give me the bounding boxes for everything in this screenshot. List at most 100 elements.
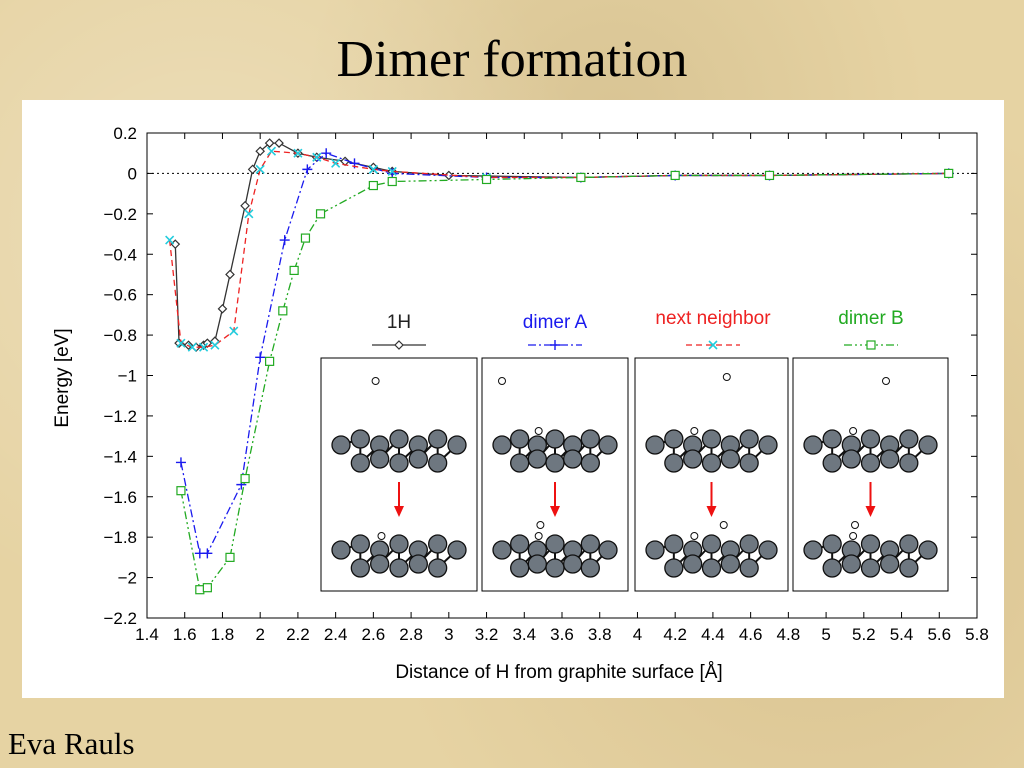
carbon-atom — [408, 449, 428, 469]
x-tick-label: 5.4 — [890, 625, 914, 644]
point-next-neighbor — [331, 158, 341, 168]
point-dimer-b — [176, 486, 186, 496]
carbon-atom — [822, 558, 842, 578]
point-legend-dimer-b — [866, 340, 876, 350]
arrow-head — [706, 506, 717, 517]
point-dimer-b — [387, 176, 397, 187]
surface-h-atom — [690, 427, 699, 435]
carbon-atom — [447, 435, 467, 455]
carbon-atom — [580, 558, 600, 578]
structure-insets — [320, 357, 949, 592]
carbon-atom — [841, 449, 861, 469]
y-tick-label: −0.6 — [103, 286, 137, 305]
carbon-atom — [645, 435, 665, 455]
point-next-neighbor — [387, 166, 397, 176]
point-dimer-b — [225, 552, 235, 562]
carbon-atom — [683, 449, 703, 469]
point-dimer-b — [202, 583, 212, 593]
legend-label-next-neighbor: next neighbor — [655, 308, 771, 329]
x-tick-label: 4.2 — [663, 625, 687, 644]
carbon-atom — [350, 429, 370, 449]
x-tick-label: 3.8 — [588, 625, 612, 644]
inset-structure — [492, 377, 618, 578]
carbon-atom — [664, 534, 684, 554]
carbon-atom — [899, 429, 919, 449]
carbon-atom — [860, 558, 881, 578]
carbon-atom — [598, 540, 618, 560]
carbon-atom — [664, 429, 684, 449]
carbon-atom — [822, 534, 842, 554]
point-dimer-b — [315, 209, 326, 219]
carbon-atom — [739, 534, 759, 554]
carbon-atom — [899, 558, 919, 578]
carbon-atom — [739, 429, 759, 449]
x-tick-label: 4 — [633, 625, 642, 644]
point-next-neighbor — [255, 164, 265, 174]
free-h-atom — [371, 377, 380, 385]
point-next-neighbor — [187, 342, 197, 352]
second-h-atom — [851, 521, 859, 529]
x-tick-label: 5 — [821, 625, 830, 644]
surface-h-atom — [534, 427, 543, 435]
x-tick-label: 2.4 — [324, 625, 348, 644]
inset-structure — [645, 373, 778, 578]
y-tick-label: −2 — [118, 569, 137, 588]
second-h-atom — [719, 521, 728, 529]
x-tick-label: 4.8 — [777, 625, 801, 644]
carbon-atom — [758, 435, 778, 455]
surface-h-atom — [849, 532, 858, 540]
y-tick-label: −0.2 — [103, 205, 137, 224]
y-tick-label: −2.2 — [103, 609, 137, 628]
point-1h — [210, 336, 220, 346]
point-dimer-a — [175, 457, 186, 468]
carbon-atom — [580, 534, 600, 554]
x-tick-label: 3.6 — [550, 625, 574, 644]
carbon-atom — [563, 449, 583, 469]
carbon-atom — [580, 453, 600, 473]
carbon-atom — [918, 540, 938, 560]
point-next-neighbor — [368, 164, 378, 174]
axis-ticks: 1.4 1.6 1.8 2 2.2 2.4 2.6 2.8 3 3.2 3.4 3.6 3.8 4 4.2 4… — [103, 124, 988, 644]
point-dimer-a — [279, 235, 290, 246]
carbon-atom — [331, 435, 351, 455]
carbon-atom — [331, 540, 351, 560]
point-next-neighbor — [266, 146, 277, 156]
y-tick-label: −1.6 — [103, 488, 137, 507]
carbon-atom — [545, 453, 565, 473]
carbon-atom — [428, 534, 448, 554]
point-next-neighbor — [210, 340, 220, 350]
carbon-atom — [545, 429, 565, 449]
point-dimer-b — [368, 180, 378, 191]
carbon-atom — [683, 554, 703, 574]
inset-structure — [803, 377, 938, 578]
carbon-atom — [880, 449, 900, 469]
point-1h — [274, 138, 284, 148]
carbon-atom — [598, 435, 618, 455]
carbon-atom — [701, 534, 722, 554]
carbon-atom — [720, 449, 740, 469]
point-next-neighbor — [293, 148, 303, 158]
x-tick-label: 2 — [255, 625, 264, 644]
y-tick-label: −0.8 — [103, 326, 137, 345]
carbon-atom — [389, 534, 409, 554]
carbon-atom — [860, 534, 881, 554]
carbon-atom — [899, 534, 919, 554]
carbon-atom — [739, 558, 759, 578]
y-tick-label: −1 — [118, 367, 137, 386]
legend-label-dimer-b: dimer B — [838, 308, 903, 329]
point-1h — [264, 138, 275, 148]
point-dimer-b — [576, 172, 586, 183]
x-tick-label: 4.6 — [739, 625, 763, 644]
carbon-atom — [664, 453, 684, 473]
carbon-atom — [510, 558, 530, 578]
point-dimer-a — [321, 148, 332, 159]
carbon-atom — [701, 429, 722, 449]
point-next-neighbor — [176, 338, 186, 348]
point-next-neighbor — [165, 235, 175, 245]
carbon-atom — [720, 554, 740, 574]
carbon-atom — [918, 435, 938, 455]
carbon-atom — [527, 554, 547, 574]
carbon-atom — [350, 534, 370, 554]
carbon-atom — [899, 453, 919, 473]
point-dimer-b — [481, 174, 492, 185]
